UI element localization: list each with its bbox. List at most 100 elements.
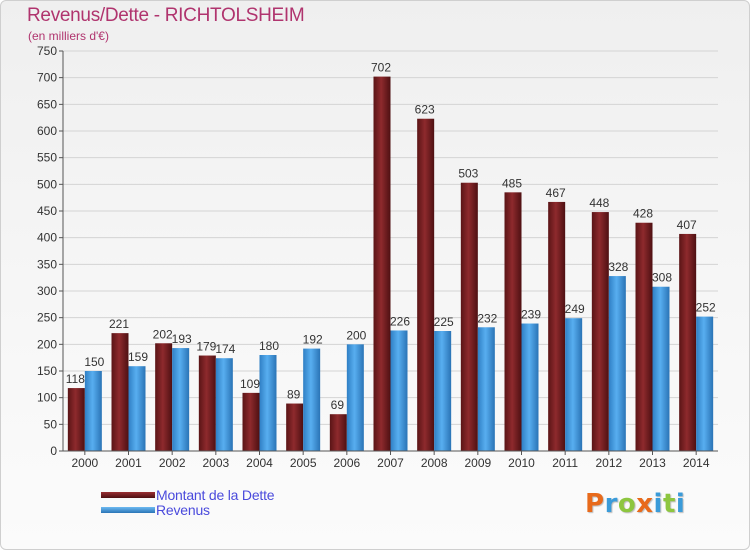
data-label-dette: 89 [287, 388, 301, 402]
legend-swatch-revenus [101, 507, 155, 513]
data-label-revenus: 193 [172, 332, 192, 346]
bar-revenus [346, 344, 364, 451]
x-tick-label: 2002 [159, 456, 186, 470]
data-label-revenus: 232 [477, 311, 497, 325]
bar-revenus [652, 286, 670, 451]
data-label-dette: 69 [331, 398, 345, 412]
data-label-dette: 221 [109, 317, 129, 331]
x-tick-label: 2011 [552, 456, 578, 470]
x-tick-label: 2007 [377, 456, 404, 470]
y-tick-label: 250 [37, 311, 57, 325]
data-label-revenus: 192 [303, 333, 323, 347]
bar-dette [679, 233, 697, 451]
y-tick-label: 150 [37, 364, 57, 378]
bar-dette [155, 343, 173, 451]
axes: 0 50 100 150 200 250 300 350 400 450 500 550 600 650 7… [37, 44, 718, 470]
data-label-revenus: 239 [521, 308, 541, 322]
data-label-revenus: 174 [215, 342, 235, 356]
y-tick-label: 450 [37, 204, 57, 218]
chart-subtitle: (en milliers d'€) [28, 29, 109, 43]
data-label-dette: 448 [589, 196, 609, 210]
bar-dette [548, 201, 566, 451]
bar-dette [591, 212, 609, 451]
bar-dette [460, 182, 478, 451]
data-label-dette: 109 [240, 377, 260, 391]
bar-dette [242, 392, 260, 451]
x-tick-label: 2004 [246, 456, 273, 470]
bar-revenus [565, 318, 583, 451]
data-label-revenus: 200 [346, 328, 366, 342]
x-tick-label: 2013 [639, 456, 666, 470]
data-label-dette: 428 [633, 207, 653, 221]
bar-dette [67, 388, 85, 451]
x-tick-label: 2010 [508, 456, 535, 470]
bar-dette [111, 333, 129, 451]
y-tick-label: 750 [37, 44, 57, 58]
x-tick-label: 2003 [202, 456, 229, 470]
bar-revenus [259, 355, 277, 451]
data-label-revenus: 226 [390, 314, 410, 328]
bar-revenus [172, 348, 190, 451]
bars [67, 76, 714, 452]
y-tick-label: 200 [37, 337, 57, 351]
x-tick-label: 2001 [115, 456, 142, 470]
bar-revenus [390, 330, 408, 451]
bar-dette [635, 222, 653, 451]
x-tick-label: 2006 [333, 456, 360, 470]
data-label-revenus: 225 [434, 315, 454, 329]
x-tick-label: 2008 [421, 456, 448, 470]
data-label-revenus: 308 [652, 271, 672, 285]
data-label-revenus: 252 [696, 301, 716, 315]
chart-title: Revenus/Dette - RICHTOLSHEIM [27, 5, 305, 26]
data-label-dette: 623 [415, 103, 435, 117]
data-label-dette: 485 [502, 176, 522, 190]
legend-swatch-dette [101, 492, 155, 498]
x-tick-label: 2000 [71, 456, 98, 470]
data-label-revenus: 180 [259, 339, 279, 353]
bar-dette [329, 414, 347, 451]
y-tick-label: 400 [37, 231, 57, 245]
data-label-dette: 202 [153, 327, 173, 341]
bar-revenus [303, 348, 321, 451]
y-tick-label: 600 [37, 124, 57, 138]
y-tick-label: 0 [50, 444, 57, 458]
data-label-dette: 503 [458, 167, 478, 181]
y-tick-label: 500 [37, 177, 57, 191]
data-label-revenus: 150 [84, 355, 104, 369]
x-tick-label: 2005 [290, 456, 317, 470]
data-label-dette: 179 [196, 340, 216, 354]
data-label-dette: 407 [677, 218, 697, 232]
proxiti-logo: Proxiti [585, 489, 686, 519]
bar-revenus [696, 316, 714, 451]
y-tick-label: 350 [37, 257, 57, 271]
bar-revenus [128, 366, 146, 451]
bar-revenus [215, 358, 233, 451]
data-label-dette: 118 [66, 372, 85, 386]
y-tick-label: 700 [37, 71, 57, 85]
bar-revenus [84, 371, 102, 451]
bar-dette [504, 192, 522, 452]
x-tick-label: 2009 [464, 456, 491, 470]
x-tick-label: 2012 [595, 456, 622, 470]
data-label-dette: 702 [371, 61, 391, 75]
bar-dette [286, 403, 304, 451]
y-tick-label: 300 [37, 284, 57, 298]
bar-revenus [477, 327, 495, 451]
bar-revenus [434, 331, 452, 451]
legend-label-revenus: Revenus [156, 502, 210, 518]
bar-revenus [608, 276, 626, 451]
y-tick-label: 550 [37, 151, 57, 165]
legend-label-dette: Montant de la Dette [156, 487, 275, 503]
y-tick-label: 50 [44, 417, 58, 431]
bar-dette [373, 76, 391, 451]
y-tick-label: 650 [37, 97, 57, 111]
data-label-revenus: 328 [608, 260, 628, 274]
bar-dette [417, 118, 435, 451]
data-label-dette: 467 [546, 186, 566, 200]
x-tick-label: 2014 [683, 456, 710, 470]
y-tick-label: 100 [37, 391, 57, 405]
bar-revenus [521, 323, 539, 451]
